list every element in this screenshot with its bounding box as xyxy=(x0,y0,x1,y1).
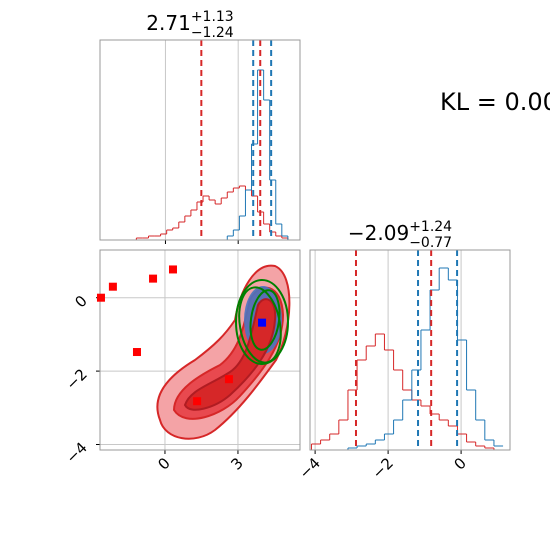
scatter-point xyxy=(168,265,177,274)
kl-annotation: KL = 0.00 xyxy=(440,88,550,116)
title-part: −0.77 xyxy=(409,235,452,251)
contour-green xyxy=(235,279,289,365)
axes-frame xyxy=(99,39,301,241)
y-tick-label: 0 xyxy=(71,292,90,311)
scatter-point xyxy=(193,397,202,406)
x-tick-label: −4 xyxy=(296,454,324,482)
scatter-point xyxy=(224,375,233,384)
panel-title: 2.71+1.13 −1.24 xyxy=(146,9,234,41)
contour-green xyxy=(249,289,281,351)
scatter-point xyxy=(108,282,117,291)
title-part: 2.71 xyxy=(146,11,191,35)
axes-frame xyxy=(309,249,511,451)
y-tick-label: −4 xyxy=(62,439,90,467)
density-contours xyxy=(156,264,291,440)
scatter-point xyxy=(132,348,141,357)
title-part: +1.24 xyxy=(409,219,452,235)
scatter-point xyxy=(96,293,105,302)
title-part: −2.09 xyxy=(348,221,409,245)
x-tick-label: 0 xyxy=(154,454,173,473)
title-part: +1.13 xyxy=(191,9,234,25)
x-tick-label: 0 xyxy=(450,454,469,473)
panel: 2.71+1.13 −1.24 xyxy=(99,9,301,244)
x-tick-label: −2 xyxy=(369,454,397,482)
scatter-point xyxy=(258,318,267,327)
y-tick-label: −2 xyxy=(62,365,90,393)
panel-title: −2.09+1.24 −0.77 xyxy=(348,219,452,251)
title-part: −1.24 xyxy=(191,25,234,41)
panel: −4 −2 0 −2.09+1.24 −0.77 xyxy=(296,219,511,482)
x-tick-label: 3 xyxy=(227,454,246,473)
axes-frame xyxy=(99,249,301,451)
scatter-point xyxy=(149,274,158,283)
